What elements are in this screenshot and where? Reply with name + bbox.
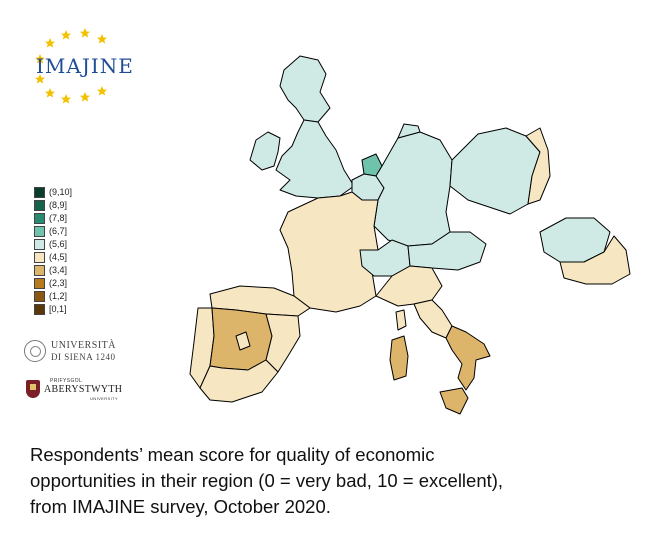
legend-item: (4,5] [34, 251, 94, 264]
region-scotland [279, 55, 331, 123]
legend-label: (7,8] [49, 213, 68, 223]
eu-stars-icon [35, 28, 107, 104]
legend-swatch [34, 200, 45, 211]
legend-label: (4,5] [49, 252, 68, 262]
legend-swatch [34, 226, 45, 237]
region-madrid [235, 331, 251, 351]
region-sicily [439, 387, 469, 415]
legend-item: (1,2] [34, 290, 94, 303]
legend-swatch [34, 252, 45, 263]
legend-swatch [34, 265, 45, 276]
region-france [279, 191, 379, 313]
region-central-italy [413, 299, 453, 339]
legend-item: (6,7] [34, 225, 94, 238]
region-england-wales [275, 119, 355, 199]
legend-swatch [34, 304, 45, 315]
legend-swatch [34, 239, 45, 250]
legend-item: (5,6] [34, 238, 94, 251]
aberystwyth-welsh-label: PRIFYSGOL [50, 378, 83, 384]
legend-label: (6,7] [49, 226, 68, 236]
siena-name-line2: DI SIENA 1240 [51, 352, 116, 362]
aberystwyth-university-label: UNIVERSITY [90, 396, 119, 401]
region-southern-italy [445, 325, 491, 391]
aberystwyth-logo: PRIFYSGOL ABERYSTWYTH UNIVERSITY [26, 378, 136, 402]
legend-item: (3,4] [34, 264, 94, 277]
legend-label: (1,2] [49, 291, 68, 301]
europe-choropleth-map [189, 55, 631, 415]
aberystwyth-name: ABERYSTWYTH [44, 384, 123, 395]
region-northern-italy [375, 265, 443, 307]
siena-logo: UNIVERSITÀ DI SIENA 1240 [24, 340, 134, 366]
region-eastern-spain [265, 313, 301, 373]
legend-item: (9,10] [34, 186, 94, 199]
legend-swatch [34, 278, 45, 289]
legend-label: (5,6] [49, 239, 68, 249]
region-balkans [559, 235, 631, 285]
aberystwyth-crest-icon [26, 380, 40, 398]
region-denmark [397, 123, 421, 139]
legend-item: (7,8] [34, 212, 94, 225]
legend-label: [0,1] [49, 304, 67, 314]
legend-label: (9,10] [49, 187, 73, 197]
siena-name-line1: UNIVERSITÀ [51, 340, 116, 351]
imajine-logo-text: IMAJINE [36, 54, 134, 78]
legend-item: (8,9] [34, 199, 94, 212]
legend-item: [0,1] [34, 303, 94, 316]
legend-swatch [34, 213, 45, 224]
region-poland [449, 127, 541, 215]
map-caption: Respondents’ mean score for quality of e… [30, 442, 630, 520]
region-sardinia [389, 335, 409, 381]
map-legend: (9,10] (8,9] (7,8] (6,7] (5,6] (4,5] (3,… [34, 186, 94, 316]
region-eastern-poland [525, 127, 551, 205]
caption-line-2: opportunities in their region (0 = very … [30, 470, 504, 491]
imajine-logo: IMAJINE [28, 24, 140, 104]
region-ireland [249, 131, 281, 171]
legend-swatch [34, 291, 45, 302]
legend-label: (2,3] [49, 278, 68, 288]
legend-label: (3,4] [49, 265, 68, 275]
legend-item: (2,3] [34, 277, 94, 290]
region-corsica [395, 309, 407, 331]
legend-swatch [34, 187, 45, 198]
siena-seal-icon [24, 340, 46, 362]
region-southern-spain [199, 359, 279, 403]
caption-line-3: from IMAJINE survey, October 2020. [30, 496, 331, 517]
legend-label: (8,9] [49, 200, 68, 210]
region-germany [373, 131, 453, 247]
caption-line-1: Respondents’ mean score for quality of e… [30, 444, 435, 465]
